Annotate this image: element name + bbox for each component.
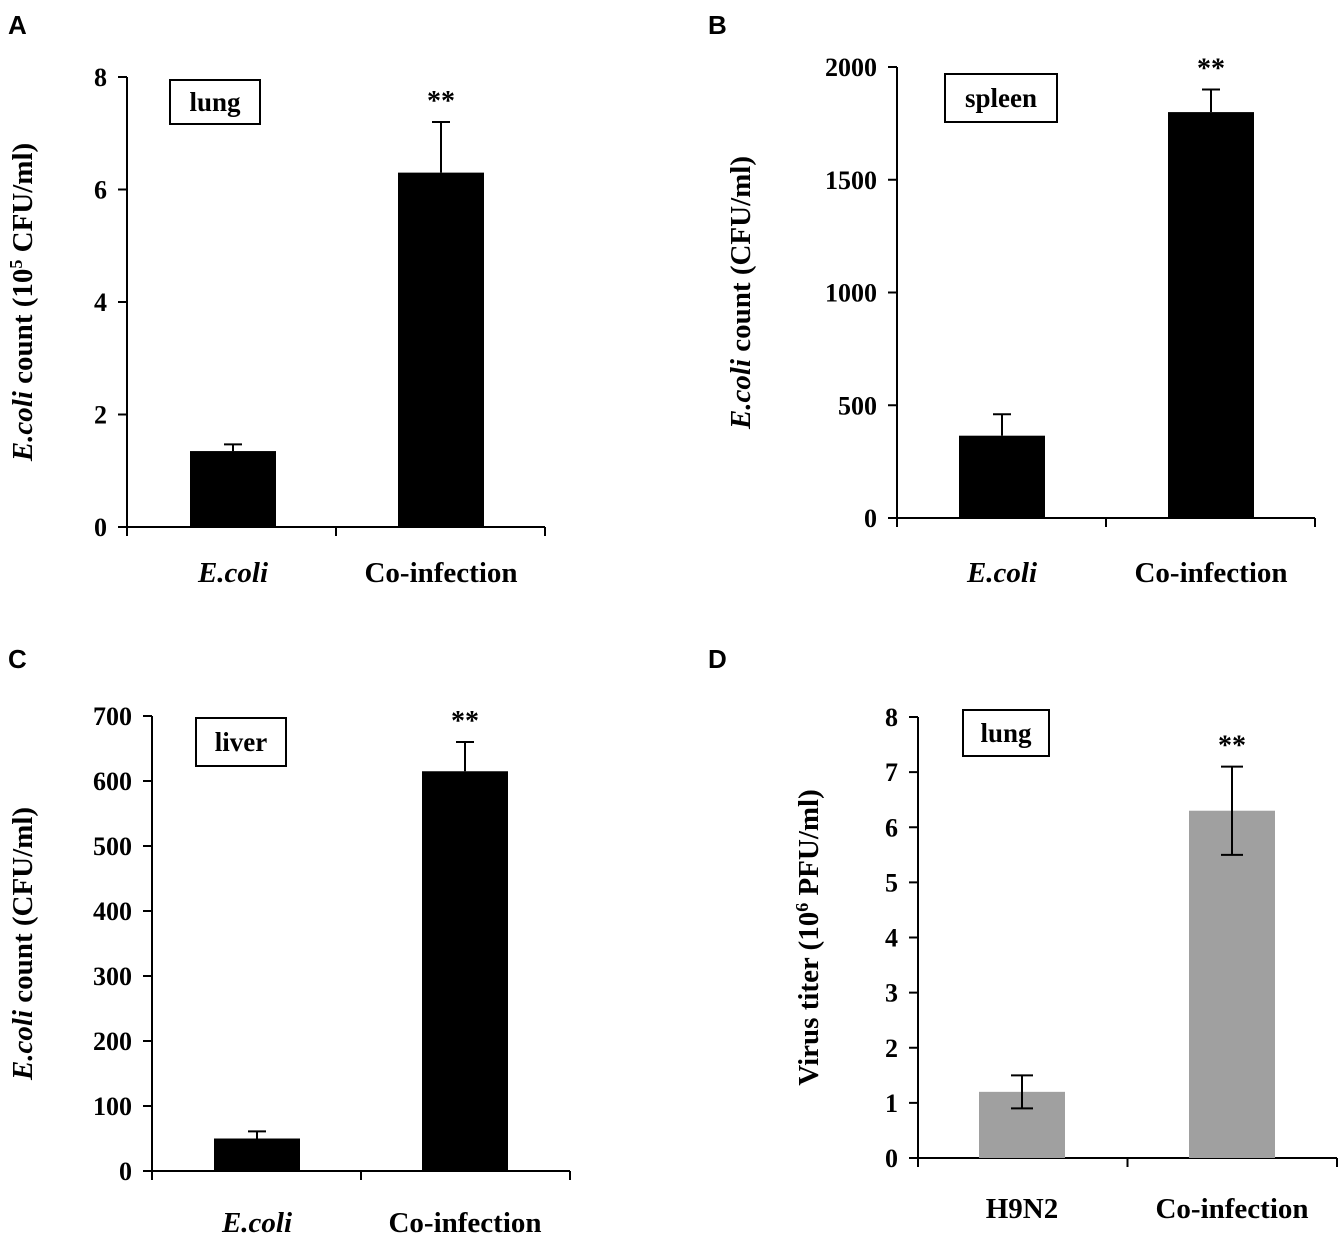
significance-label: ** xyxy=(451,706,479,737)
category-label: E.coli xyxy=(197,557,268,589)
bar-co-infection xyxy=(422,771,508,1171)
y-tick-label: 0 xyxy=(94,513,107,542)
y-tick-label: 0 xyxy=(885,1144,898,1173)
y-tick-label: 1000 xyxy=(825,279,877,308)
y-tick-label: 2 xyxy=(94,401,107,430)
bar-co-infection xyxy=(398,172,484,527)
y-axis-title: Virus titer (106 PFU/ml) xyxy=(792,789,825,1086)
y-tick-label: 5 xyxy=(885,868,898,897)
y-axis-title-italic: E.coli xyxy=(7,1010,39,1081)
y-tick-label: 4 xyxy=(885,924,898,953)
bar-co-infection xyxy=(1168,112,1254,518)
y-axis-title-unit: CFU/ml) xyxy=(7,143,39,260)
y-tick-label: 3 xyxy=(885,979,898,1008)
y-tick-label: 700 xyxy=(93,702,132,731)
category-label: E.coli xyxy=(966,557,1037,589)
y-tick-label: 7 xyxy=(885,758,898,787)
y-tick-label: 0 xyxy=(119,1157,132,1186)
category-label: Co-infection xyxy=(388,1207,541,1239)
organ-label-box xyxy=(195,717,287,767)
panel-letter: D xyxy=(708,644,727,674)
significance-label: ** xyxy=(427,86,455,117)
y-tick-label: 600 xyxy=(93,767,132,796)
category-label: Co-infection xyxy=(1155,1193,1308,1225)
bar-e-coli xyxy=(214,1138,300,1171)
organ-label: lung xyxy=(980,718,1032,748)
y-axis-title-text: Virus titer (10 xyxy=(793,912,825,1086)
organ-label-box xyxy=(944,73,1058,123)
y-axis-title-text: count (CFU/ml) xyxy=(725,156,757,359)
panel-letter: C xyxy=(8,644,27,674)
y-tick-label: 500 xyxy=(93,832,132,861)
y-tick-label: 100 xyxy=(93,1092,132,1121)
bar-co-infection xyxy=(1189,810,1275,1158)
y-axis-title: E.coli count (CFU/ml) xyxy=(725,156,757,430)
y-axis-title: E.coli count (105 CFU/ml) xyxy=(6,143,39,462)
y-tick-label: 6 xyxy=(885,813,898,842)
y-axis-title-superscript: 5 xyxy=(6,260,26,269)
bar-e-coli xyxy=(190,451,276,527)
panel-b: B 0 500 1000 1500 2000 E.coli ** Co-infection spl… xyxy=(708,10,1316,589)
y-tick-label: 400 xyxy=(93,897,132,926)
panel-letter: A xyxy=(8,10,27,40)
y-tick-label: 200 xyxy=(93,1027,132,1056)
y-tick-label: 0 xyxy=(864,504,877,533)
y-axis-title: E.coli count (CFU/ml) xyxy=(7,807,39,1081)
y-tick-label: 500 xyxy=(838,391,877,420)
y-axis-title-italic: E.coli xyxy=(725,359,757,430)
y-axis-title-text: count (CFU/ml) xyxy=(7,807,39,1010)
y-axis-title-unit: PFU/ml) xyxy=(793,789,825,903)
panel-d: D 0 1 2 3 4 5 6 7 8 H9N2 ** Co-infection lung Virus ti… xyxy=(708,644,1338,1225)
significance-label: ** xyxy=(1218,731,1246,762)
y-axis-title-italic: E.coli xyxy=(7,391,39,462)
y-tick-label: 8 xyxy=(94,63,107,92)
category-label: Co-infection xyxy=(1134,557,1287,589)
organ-label-box xyxy=(962,709,1050,757)
y-tick-label: 4 xyxy=(94,288,107,317)
organ-label: spleen xyxy=(965,83,1037,113)
y-tick-label: 2 xyxy=(885,1034,898,1063)
bar-e-coli xyxy=(959,435,1045,518)
panel-c: C 0 100 200 300 400 500 600 700 E.coli ** Co-infect… xyxy=(7,644,571,1239)
category-label: H9N2 xyxy=(986,1193,1059,1225)
y-tick-label: 1500 xyxy=(825,166,877,195)
y-axis-title-superscript: 6 xyxy=(792,903,812,912)
y-tick-label: 6 xyxy=(94,176,107,205)
panel-a: A 0 2 4 6 8 E.coli ** Co-infection lung E.coli cou… xyxy=(6,10,546,589)
y-tick-label: 2000 xyxy=(825,53,877,82)
category-label: E.coli xyxy=(221,1207,292,1239)
organ-label: liver xyxy=(215,727,267,757)
y-axis-title-text: count (10 xyxy=(7,269,39,391)
organ-label-box xyxy=(169,79,261,125)
y-tick-label: 8 xyxy=(885,703,898,732)
y-tick-label: 1 xyxy=(885,1089,898,1118)
organ-label: lung xyxy=(189,87,241,117)
category-label: Co-infection xyxy=(364,557,517,589)
y-tick-label: 300 xyxy=(93,962,132,991)
significance-label: ** xyxy=(1197,54,1225,85)
panel-letter: B xyxy=(708,10,727,40)
